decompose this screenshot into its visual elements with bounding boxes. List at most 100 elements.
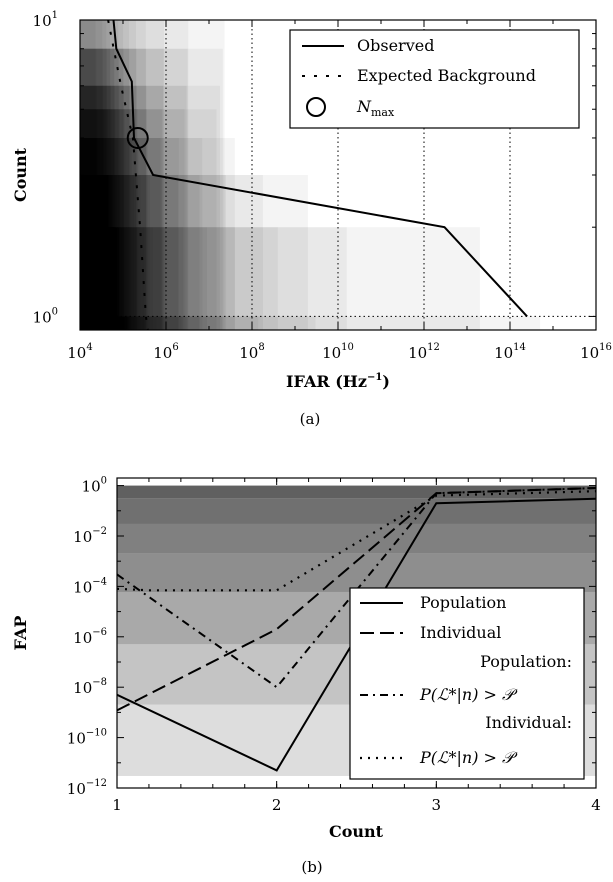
- a-background-band: [80, 137, 114, 330]
- a-background-band: [80, 109, 109, 330]
- a-background-band: [80, 137, 127, 330]
- a-background-band: [80, 48, 107, 330]
- b-caption: (b): [301, 858, 322, 876]
- a-background-band: [80, 137, 132, 330]
- a-background-band: [80, 227, 123, 330]
- a-background-band: [80, 85, 137, 330]
- a-background-band: [80, 48, 147, 330]
- a-background-band: [80, 227, 120, 330]
- a-background-band: [80, 316, 182, 330]
- a-legend-observed: Observed: [357, 36, 434, 55]
- a-background-band: [80, 316, 117, 330]
- a-background-band: [80, 85, 124, 330]
- b-y-tick-label: 10−2: [73, 526, 107, 546]
- b-x-ticks: 1 2 3 4: [112, 478, 601, 814]
- a-background-band: [80, 48, 223, 330]
- a-background-band: [80, 175, 200, 330]
- a-background-band: [80, 227, 132, 330]
- a-background-band: [80, 175, 134, 330]
- a-x-tick-label: 1012: [408, 342, 440, 362]
- a-background-band: [80, 85, 98, 330]
- a-background-band: [80, 85, 112, 330]
- panel-b: 1 2 3 4 10−12 10−10 10−8 10−6 10−4 10−2 100 Count…: [11, 476, 601, 876]
- a-background-band: [80, 85, 104, 330]
- b-x-axis-label: Count: [329, 822, 384, 841]
- a-caption: (a): [300, 410, 321, 428]
- a-background-band: [80, 227, 145, 330]
- a-legend-circle-swatch: [306, 97, 326, 117]
- a-x-tick-label: 104: [67, 342, 92, 362]
- a-background-band: [80, 175, 113, 330]
- a-series-observed: [112, 20, 528, 318]
- a-background-band: [80, 109, 131, 330]
- a-background-band: [80, 316, 200, 330]
- b-y-tick-label: 10−12: [67, 778, 107, 798]
- b-background-band: [117, 498, 596, 524]
- a-background-band: [80, 227, 166, 330]
- b-x-tick-label: 4: [591, 796, 601, 814]
- b-plot-frame: [116, 477, 597, 789]
- a-background-band: [80, 175, 109, 330]
- a-background-band: [80, 48, 111, 330]
- b-x-tick-label: 2: [272, 796, 282, 814]
- a-background-band: [80, 85, 163, 330]
- a-background-band: [80, 109, 116, 330]
- b-legend-population-formula: P(ℒ*|n) > 𝒫: [419, 685, 518, 704]
- panel-a: 104 106 108 1010 1012 1014 1016 100 101 IFAR (H…: [11, 10, 612, 428]
- a-background-band: [80, 316, 131, 330]
- a-background-band: [80, 109, 113, 330]
- a-background-band: [80, 48, 115, 330]
- b-y-tick-label: 10−8: [73, 677, 107, 697]
- a-x-axis-label: IFAR (Hz−1): [286, 372, 390, 391]
- a-x-tick-label: 1016: [580, 342, 612, 362]
- a-series-lines: [107, 20, 528, 330]
- a-background-band: [80, 137, 139, 330]
- a-background-band: [80, 175, 117, 330]
- a-background-band: [80, 175, 103, 330]
- a-background-band: [80, 227, 278, 330]
- a-background-band: [80, 227, 128, 330]
- a-background-band: [80, 227, 137, 330]
- a-series-expected-background: [107, 20, 149, 330]
- a-background-band: [80, 137, 122, 330]
- a-x-ticks: 104 106 108 1010 1012 1014 1016: [67, 20, 612, 362]
- a-background-band: [80, 316, 119, 330]
- a-background-band: [80, 48, 124, 330]
- a-background-band: [80, 175, 150, 330]
- a-background-band: [80, 316, 123, 330]
- a-legend-expected: Expected Background: [357, 66, 536, 85]
- a-background-band: [80, 85, 147, 330]
- a-background-band: [80, 85, 130, 330]
- a-x-tick-label: 108: [239, 342, 264, 362]
- b-legend-box: [349, 587, 585, 780]
- a-background-band: [80, 109, 217, 330]
- a-y-ticks: 100 101: [33, 10, 596, 326]
- a-background-band: [80, 48, 130, 330]
- b-legend-individual: Individual: [420, 623, 501, 642]
- a-background-band: [80, 137, 110, 330]
- a-background-band: [80, 316, 146, 330]
- a-background-band: [80, 109, 105, 330]
- a-background-band: [80, 20, 111, 330]
- b-legend-population-header: Population:: [480, 652, 572, 671]
- a-x-tick-label: 106: [153, 342, 178, 362]
- b-legend-individual-formula: P(ℒ*|n) > 𝒫: [419, 748, 518, 767]
- a-background-bands: [80, 20, 541, 330]
- a-background-band: [80, 316, 135, 330]
- b-legend-individual-header: Individual:: [485, 713, 572, 732]
- a-background-band: [80, 227, 347, 330]
- a-background-band: [80, 316, 541, 330]
- a-background-band: [80, 85, 120, 330]
- a-background-band: [80, 316, 128, 330]
- a-background-band: [80, 20, 103, 330]
- a-background-band: [80, 175, 162, 330]
- a-background-band: [80, 316, 222, 330]
- a-background-band: [80, 20, 115, 330]
- a-background-band: [80, 85, 115, 330]
- a-background-band: [80, 137, 148, 330]
- b-y-ticks: 10−12 10−10 10−8 10−6 10−4 10−2 100: [67, 476, 596, 798]
- b-y-tick-label: 10−4: [73, 576, 107, 596]
- b-y-tick-label: 100: [82, 476, 107, 496]
- a-background-band: [80, 85, 220, 330]
- a-background-band: [80, 48, 97, 330]
